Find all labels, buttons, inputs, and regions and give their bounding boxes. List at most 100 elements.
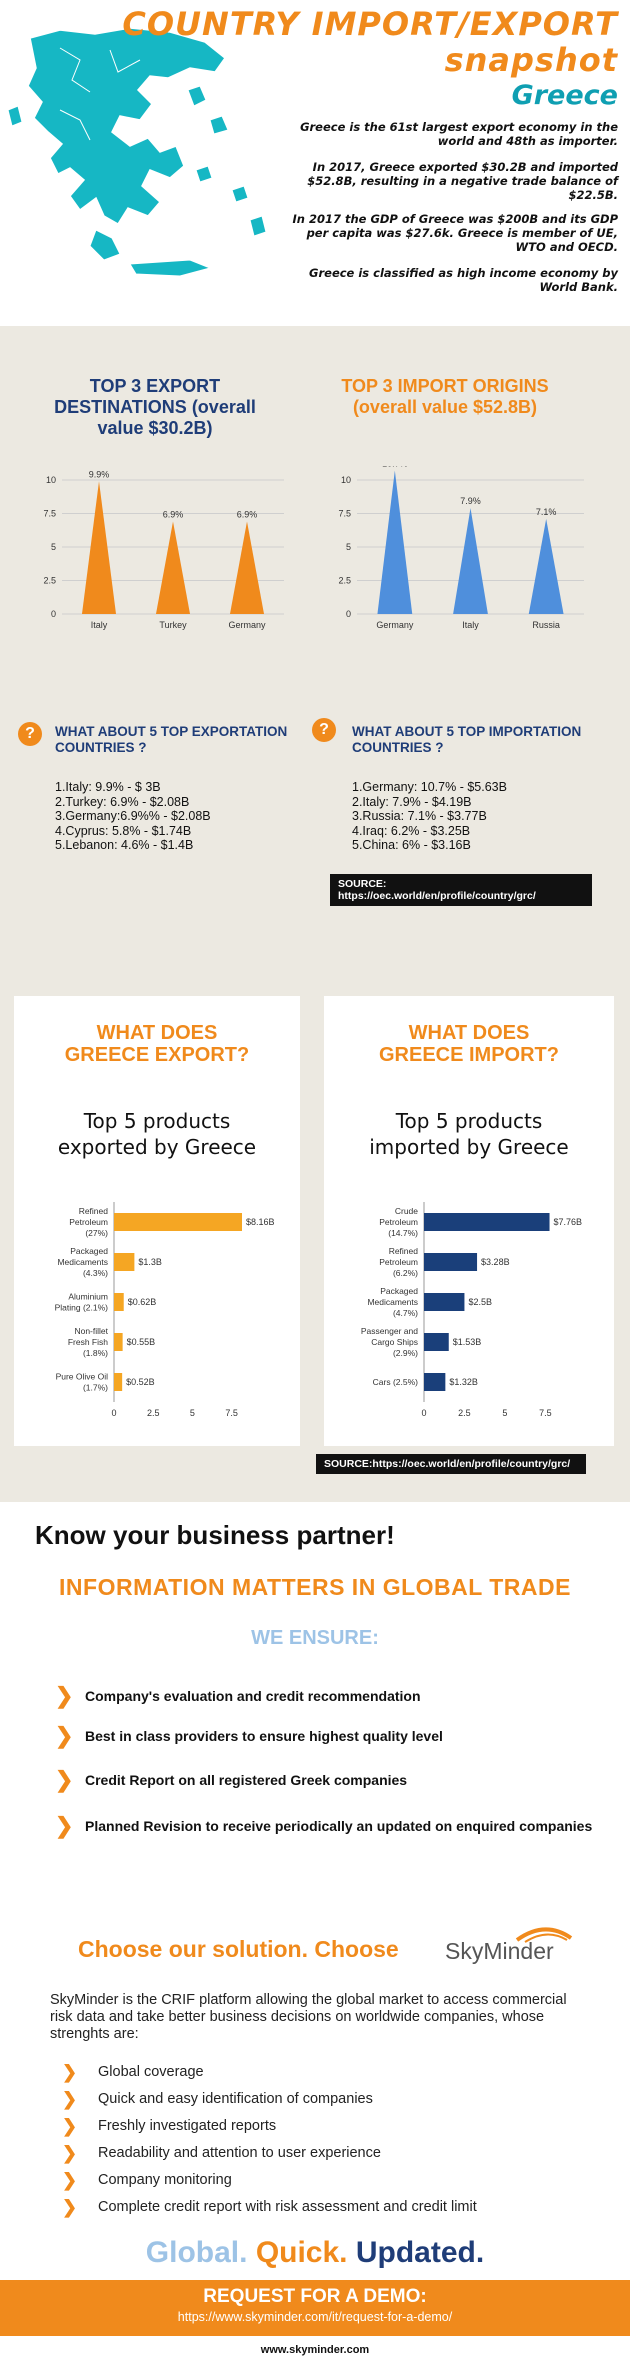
- y-tick-label: 2.5: [338, 576, 351, 586]
- question-icon: ?: [312, 718, 336, 742]
- demo-request-link[interactable]: https://www.skyminder.com/it/request-for…: [177, 2310, 453, 2324]
- y-tick-label: Pure Olive Oil (1.7%): [56, 1372, 109, 1393]
- ensure-item: ❯ Best in class providers to ensure high…: [55, 1723, 443, 1748]
- list-item: 3.Russia: 7.1% - $3.77B: [352, 809, 487, 823]
- y-tick-label: Crude Petroleum (14.7%): [379, 1206, 418, 1238]
- data-label: 6.9%: [163, 510, 184, 520]
- chevron-right-icon: ❯: [62, 2196, 78, 2217]
- bar: [229, 521, 265, 614]
- intro-paragraph-1: Greece is the 61st largest export econom…: [300, 120, 618, 148]
- strength-item: ❯ Company monitoring: [62, 2169, 232, 2190]
- country-name: Greece: [511, 80, 618, 111]
- y-tick-label: 2.5: [43, 576, 56, 586]
- tagline: Global. Quick. Updated.: [0, 2236, 630, 2270]
- choose-heading: Choose our solution. Choose: [78, 1936, 399, 1962]
- bar: [453, 508, 488, 614]
- bar: [424, 1373, 446, 1391]
- export-products-subtitle: Top 5 products exported by Greece: [57, 1109, 257, 1159]
- greece-map-icon: [7, 27, 267, 277]
- chevron-right-icon: ❯: [62, 2115, 78, 2136]
- export-chart-title: TOP 3 EXPORT DESTINATIONS (overall value…: [54, 376, 256, 438]
- chevron-right-icon: ❯: [62, 2142, 78, 2163]
- x-tick-label: 0: [111, 1408, 116, 1418]
- bar: [424, 1293, 465, 1311]
- export-question: WHAT ABOUT 5 TOP EXPORTATION COUNTRIES ?: [55, 724, 288, 755]
- source-link[interactable]: SOURCE:https://oec.world/en/profile/coun…: [316, 1454, 586, 1474]
- x-tick-label: 7.5: [539, 1408, 552, 1418]
- question-icon: ?: [18, 722, 42, 746]
- title-line1: COUNTRY IMPORT/EXPORT: [122, 5, 618, 43]
- import-chart-title: TOP 3 IMPORT ORIGINS (overall value $52.…: [341, 376, 549, 417]
- list-item: 3.Germany:6.9%% - $2.08B: [55, 809, 211, 823]
- list-item: 1.Germany: 10.7% - $5.63B: [352, 780, 507, 794]
- strength-item: ❯ Quick and easy identification of compan…: [62, 2088, 373, 2109]
- export-products-chart: 0 2.5 5 7.5 $8.16B Refined Petroleum (27%) $1.3B…: [55, 1202, 275, 1418]
- logo-arc-icon: [515, 1927, 573, 1943]
- solution-section: Choose our solution. Choose SkyMinder Sk…: [0, 1898, 630, 2368]
- bar: [424, 1333, 449, 1351]
- intro-paragraph-4: Greece is classified as high income econ…: [309, 266, 618, 294]
- info-matters-heading: INFORMATION MATTERS IN GLOBAL TRADE: [59, 1574, 571, 1600]
- page-title: COUNTRY IMPORT/EXPORT snapshot: [122, 6, 618, 78]
- export-products-card: WHAT DOES GREECE EXPORT? Top 5 products …: [14, 996, 300, 1446]
- list-item: 2.Italy: 7.9% - $4.19B: [352, 794, 472, 809]
- data-label: 10.7%: [382, 466, 408, 469]
- demo-request-banner[interactable]: REQUEST FOR A DEMO: https://www.skyminde…: [0, 2280, 630, 2336]
- import-question: WHAT ABOUT 5 TOP IMPORTATION COUNTRIES ?: [352, 724, 582, 755]
- x-tick-label: 0: [421, 1408, 426, 1418]
- data-label: 6.9%: [237, 510, 258, 520]
- bar: [81, 481, 117, 614]
- x-tick-label: Turkey: [159, 620, 187, 630]
- data-label: 7.9%: [460, 496, 481, 506]
- skyminder-logo: SkyMinder: [445, 1924, 575, 1968]
- export-products-heading: WHAT DOES GREECE EXPORT?: [64, 1022, 250, 1066]
- import-origins-chart: 0 2.5 5 7.5 10 10.7% Germany 7.9% Italy 7.1% Russi…: [338, 466, 584, 630]
- demo-request-title[interactable]: REQUEST FOR A DEMO:: [203, 2286, 427, 2307]
- data-label: $0.52B: [126, 1377, 155, 1387]
- chevron-right-icon: ❯: [55, 1723, 74, 1748]
- import-products-heading: WHAT DOES GREECE IMPORT?: [378, 1022, 559, 1066]
- y-tick-label: Aluminium Plating (2.1%): [55, 1292, 109, 1313]
- products-section: WHAT DOES GREECE EXPORT? Top 5 products …: [0, 924, 630, 1502]
- data-label: $0.62B: [128, 1297, 157, 1307]
- data-label: $1.53B: [453, 1337, 482, 1347]
- logo-text: SkyMinder: [445, 1938, 554, 1964]
- strength-item: ❯ Freshly investigated reports: [62, 2115, 277, 2136]
- import-products-chart: 0 2.5 5 7.5 $7.76B Crude Petroleum (14.7%) $3.28…: [361, 1202, 583, 1418]
- y-tick-label: 10: [46, 475, 56, 485]
- import-products-card: WHAT DOES GREECE IMPORT? Top 5 products …: [324, 996, 614, 1446]
- source-link[interactable]: SOURCE: https://oec.world/en/profile/cou…: [330, 874, 592, 906]
- y-tick-label: Refined Petroleum (6.2%): [379, 1246, 418, 1278]
- tagline-updated: Updated.: [355, 2236, 485, 2269]
- footer-website-link[interactable]: www.skyminder.com: [260, 2344, 370, 2356]
- data-label: $7.76B: [554, 1217, 583, 1227]
- y-tick-label: Passenger and Cargo Ships (2.9%): [361, 1326, 418, 1358]
- export-countries-list: 1.Italy: 9.9% - $ 3B 2.Turkey: 6.9% - $2…: [55, 780, 211, 853]
- business-section: Know your business partner! INFORMATION …: [0, 1502, 630, 1898]
- data-label: $8.16B: [246, 1217, 275, 1227]
- x-tick-label: 2.5: [147, 1408, 160, 1418]
- bar: [155, 521, 191, 614]
- bar: [114, 1293, 124, 1311]
- data-label: 7.1%: [536, 507, 557, 517]
- y-tick-label: 7.5: [43, 509, 56, 519]
- chevron-right-icon: ❯: [62, 2088, 78, 2109]
- strength-item: ❯ Global coverage: [62, 2061, 204, 2082]
- data-label: $3.28B: [481, 1257, 510, 1267]
- y-tick-label: 7.5: [338, 509, 351, 519]
- y-tick-label: 0: [346, 609, 351, 619]
- list-item: 4.Cyprus: 5.8% - $1.74B: [55, 823, 192, 838]
- y-tick-label: Refined Petroleum (27%): [69, 1206, 108, 1238]
- data-label: $2.5B: [468, 1297, 492, 1307]
- list-item: 1.Italy: 9.9% - $ 3B: [55, 780, 161, 794]
- list-item: 5.Lebanon: 4.6% - $1.4B: [55, 838, 194, 852]
- strength-item: ❯ Complete credit report with risk assess…: [62, 2196, 477, 2217]
- x-tick-label: 7.5: [225, 1408, 238, 1418]
- bar: [114, 1253, 135, 1271]
- bar: [114, 1213, 242, 1231]
- x-tick-label: Germany: [228, 620, 266, 630]
- x-tick-label: Italy: [462, 620, 479, 630]
- bar: [424, 1213, 550, 1231]
- solution-description: SkyMinder is the CRIF platform allowing …: [50, 1992, 567, 2042]
